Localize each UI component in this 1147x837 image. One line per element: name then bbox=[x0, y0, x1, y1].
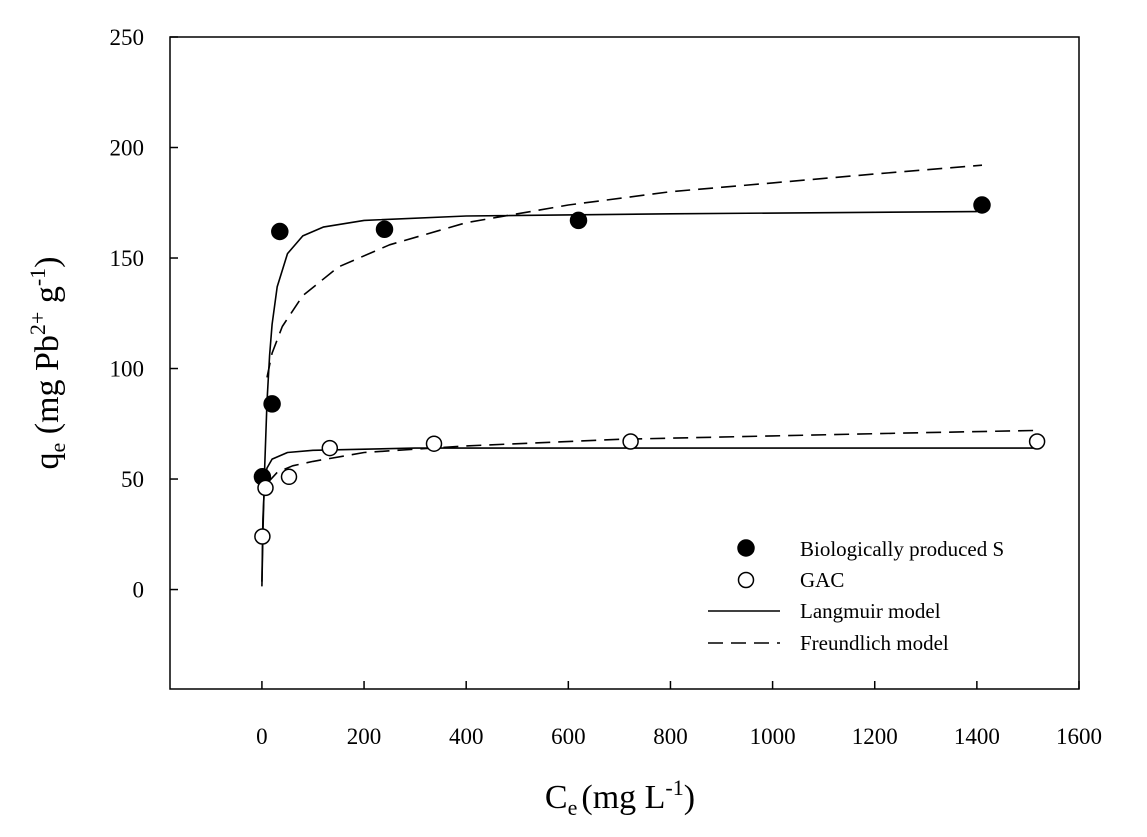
axis-ticks: 0 200 400 600 800 1000 1200 1400 1600 0 50 100 150 20… bbox=[110, 25, 1103, 749]
bio-s-point-4 bbox=[569, 211, 588, 230]
y-tick-label-4: 200 bbox=[110, 136, 145, 161]
freundlich-curve-1 bbox=[266, 429, 1039, 485]
legend-item-langmuir: Langmuir model bbox=[708, 599, 941, 623]
model-curves bbox=[261, 164, 1039, 587]
legend-filled-circle-marker bbox=[737, 539, 755, 557]
legend-label-bio-s: Biologically produced S bbox=[800, 537, 1004, 561]
y-tick-label-5: 250 bbox=[110, 25, 145, 50]
x-axis-title: Ce (mg L-1) bbox=[545, 775, 695, 820]
x-tick-label-6: 1200 bbox=[852, 724, 898, 749]
langmuir-curve-1 bbox=[261, 447, 1039, 582]
bio-s-point-1 bbox=[263, 395, 281, 413]
x-tick-label-3: 600 bbox=[551, 724, 586, 749]
gac-point-5 bbox=[622, 433, 639, 450]
legend: Biologically produced S GAC Langmuir mod… bbox=[708, 537, 1004, 655]
gac-point-6 bbox=[1028, 433, 1046, 450]
bio-s-point-5 bbox=[973, 196, 991, 214]
x-tick-label-1: 200 bbox=[347, 724, 382, 749]
y-tick-label-0: 0 bbox=[133, 578, 145, 603]
x-tick-label-0: 0 bbox=[256, 724, 268, 749]
legend-label-freundlich: Freundlich model bbox=[800, 631, 949, 655]
plot-area bbox=[169, 36, 1080, 690]
gac-point-4 bbox=[425, 435, 443, 452]
legend-label-gac: GAC bbox=[800, 568, 844, 592]
y-axis-title: qe (mg Pb2+ g-1) bbox=[25, 256, 70, 469]
gac-point-3 bbox=[321, 439, 339, 457]
langmuir-curve-0 bbox=[261, 210, 977, 587]
legend-label-langmuir: Langmuir model bbox=[800, 599, 941, 623]
data-markers bbox=[253, 196, 1046, 545]
y-tick-label-2: 100 bbox=[110, 357, 145, 382]
legend-item-gac: GAC bbox=[737, 568, 844, 592]
x-tick-label-5: 1000 bbox=[750, 724, 796, 749]
bio-s-point-2 bbox=[271, 222, 289, 241]
x-tick-label-7: 1400 bbox=[954, 724, 1000, 749]
legend-item-bio-s: Biologically produced S bbox=[737, 537, 1004, 561]
gac-point-2 bbox=[280, 468, 298, 486]
bio-s-point-3 bbox=[375, 220, 394, 239]
legend-open-circle-marker bbox=[737, 571, 755, 589]
x-tick-label-8: 1600 bbox=[1056, 724, 1102, 749]
x-tick-label-4: 800 bbox=[653, 724, 688, 749]
y-tick-label-1: 50 bbox=[121, 467, 144, 492]
freundlich-curve-0 bbox=[266, 164, 983, 378]
gac-point-0 bbox=[254, 528, 271, 545]
y-tick-label-3: 150 bbox=[110, 246, 145, 271]
gac-point-1 bbox=[257, 479, 274, 497]
x-tick-label-2: 400 bbox=[449, 724, 484, 749]
legend-item-freundlich: Freundlich model bbox=[708, 631, 949, 655]
